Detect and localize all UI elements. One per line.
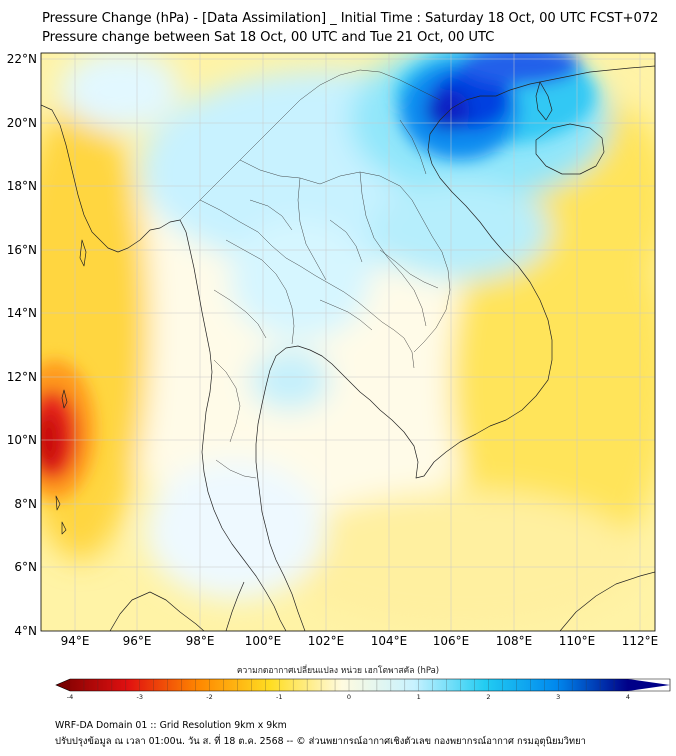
lon-label: 108°E xyxy=(496,634,533,648)
chart-title: Pressure Change (hPa) - [Data Assimilati… xyxy=(42,11,659,26)
pressure-change-field xyxy=(41,53,655,631)
lon-label: 100°E xyxy=(245,634,282,648)
footer-update-info: ปรับปรุงข้อมูล ณ เวลา 01:00น. วัน ส. ที่… xyxy=(55,736,586,747)
lon-label: 112°E xyxy=(622,634,659,648)
lon-label: 98°E xyxy=(186,634,215,648)
lon-label: 94°E xyxy=(61,634,90,648)
colorbar-tick: -3 xyxy=(137,693,143,701)
colorbar-tick: 0 xyxy=(347,693,351,701)
lon-label: 106°E xyxy=(433,634,470,648)
colorbar-tick: 1 xyxy=(417,693,421,701)
lat-label: 20°N xyxy=(7,116,37,130)
colorbar-tick: -4 xyxy=(67,693,73,701)
colorbar-tick: 4 xyxy=(626,693,630,701)
colorbar-title: ความกดอากาศเปลี่ยนแปลง หน่วย เฮกโตพาสคัล… xyxy=(236,666,440,676)
colorbar-tick: -1 xyxy=(276,693,282,701)
admin-borders xyxy=(179,69,451,479)
lon-label: 110°E xyxy=(559,634,596,648)
colorbar-tick: -2 xyxy=(206,693,212,701)
coastlines-borders xyxy=(41,65,655,631)
lat-label: 8°N xyxy=(14,497,37,511)
lon-label: 104°E xyxy=(371,634,408,648)
graticule xyxy=(41,53,655,631)
footer-domain-info: WRF-DA Domain 01 :: Grid Resolution 9km … xyxy=(55,720,287,731)
chart-subtitle: Pressure change between Sat 18 Oct, 00 U… xyxy=(42,30,495,45)
colorbar-tick: 3 xyxy=(556,693,560,701)
lat-label: 22°N xyxy=(7,52,37,66)
lat-axis: 22°N 20°N 18°N 16°N 14°N 12°N 10°N 8°N 6… xyxy=(7,52,37,638)
lat-label: 4°N xyxy=(14,624,37,638)
lon-axis: 94°E 96°E 98°E 100°E 102°E 104°E 106°E 1… xyxy=(61,634,659,648)
colorbar-min-arrow xyxy=(56,679,70,691)
colorbar-max-arrow xyxy=(628,679,670,691)
lat-label: 18°N xyxy=(7,179,37,193)
lat-label: 14°N xyxy=(7,306,37,320)
lon-label: 102°E xyxy=(308,634,345,648)
lat-label: 6°N xyxy=(14,560,37,574)
colorbar-tick: 2 xyxy=(486,693,490,701)
map-frame xyxy=(40,52,656,632)
lat-label: 12°N xyxy=(7,370,37,384)
colorbar: -4 -3 -2 -1 0 1 2 3 4 xyxy=(55,678,671,701)
lat-label: 16°N xyxy=(7,243,37,257)
lat-label: 10°N xyxy=(7,433,37,447)
lon-label: 96°E xyxy=(123,634,152,648)
colorbar-body xyxy=(56,679,628,691)
